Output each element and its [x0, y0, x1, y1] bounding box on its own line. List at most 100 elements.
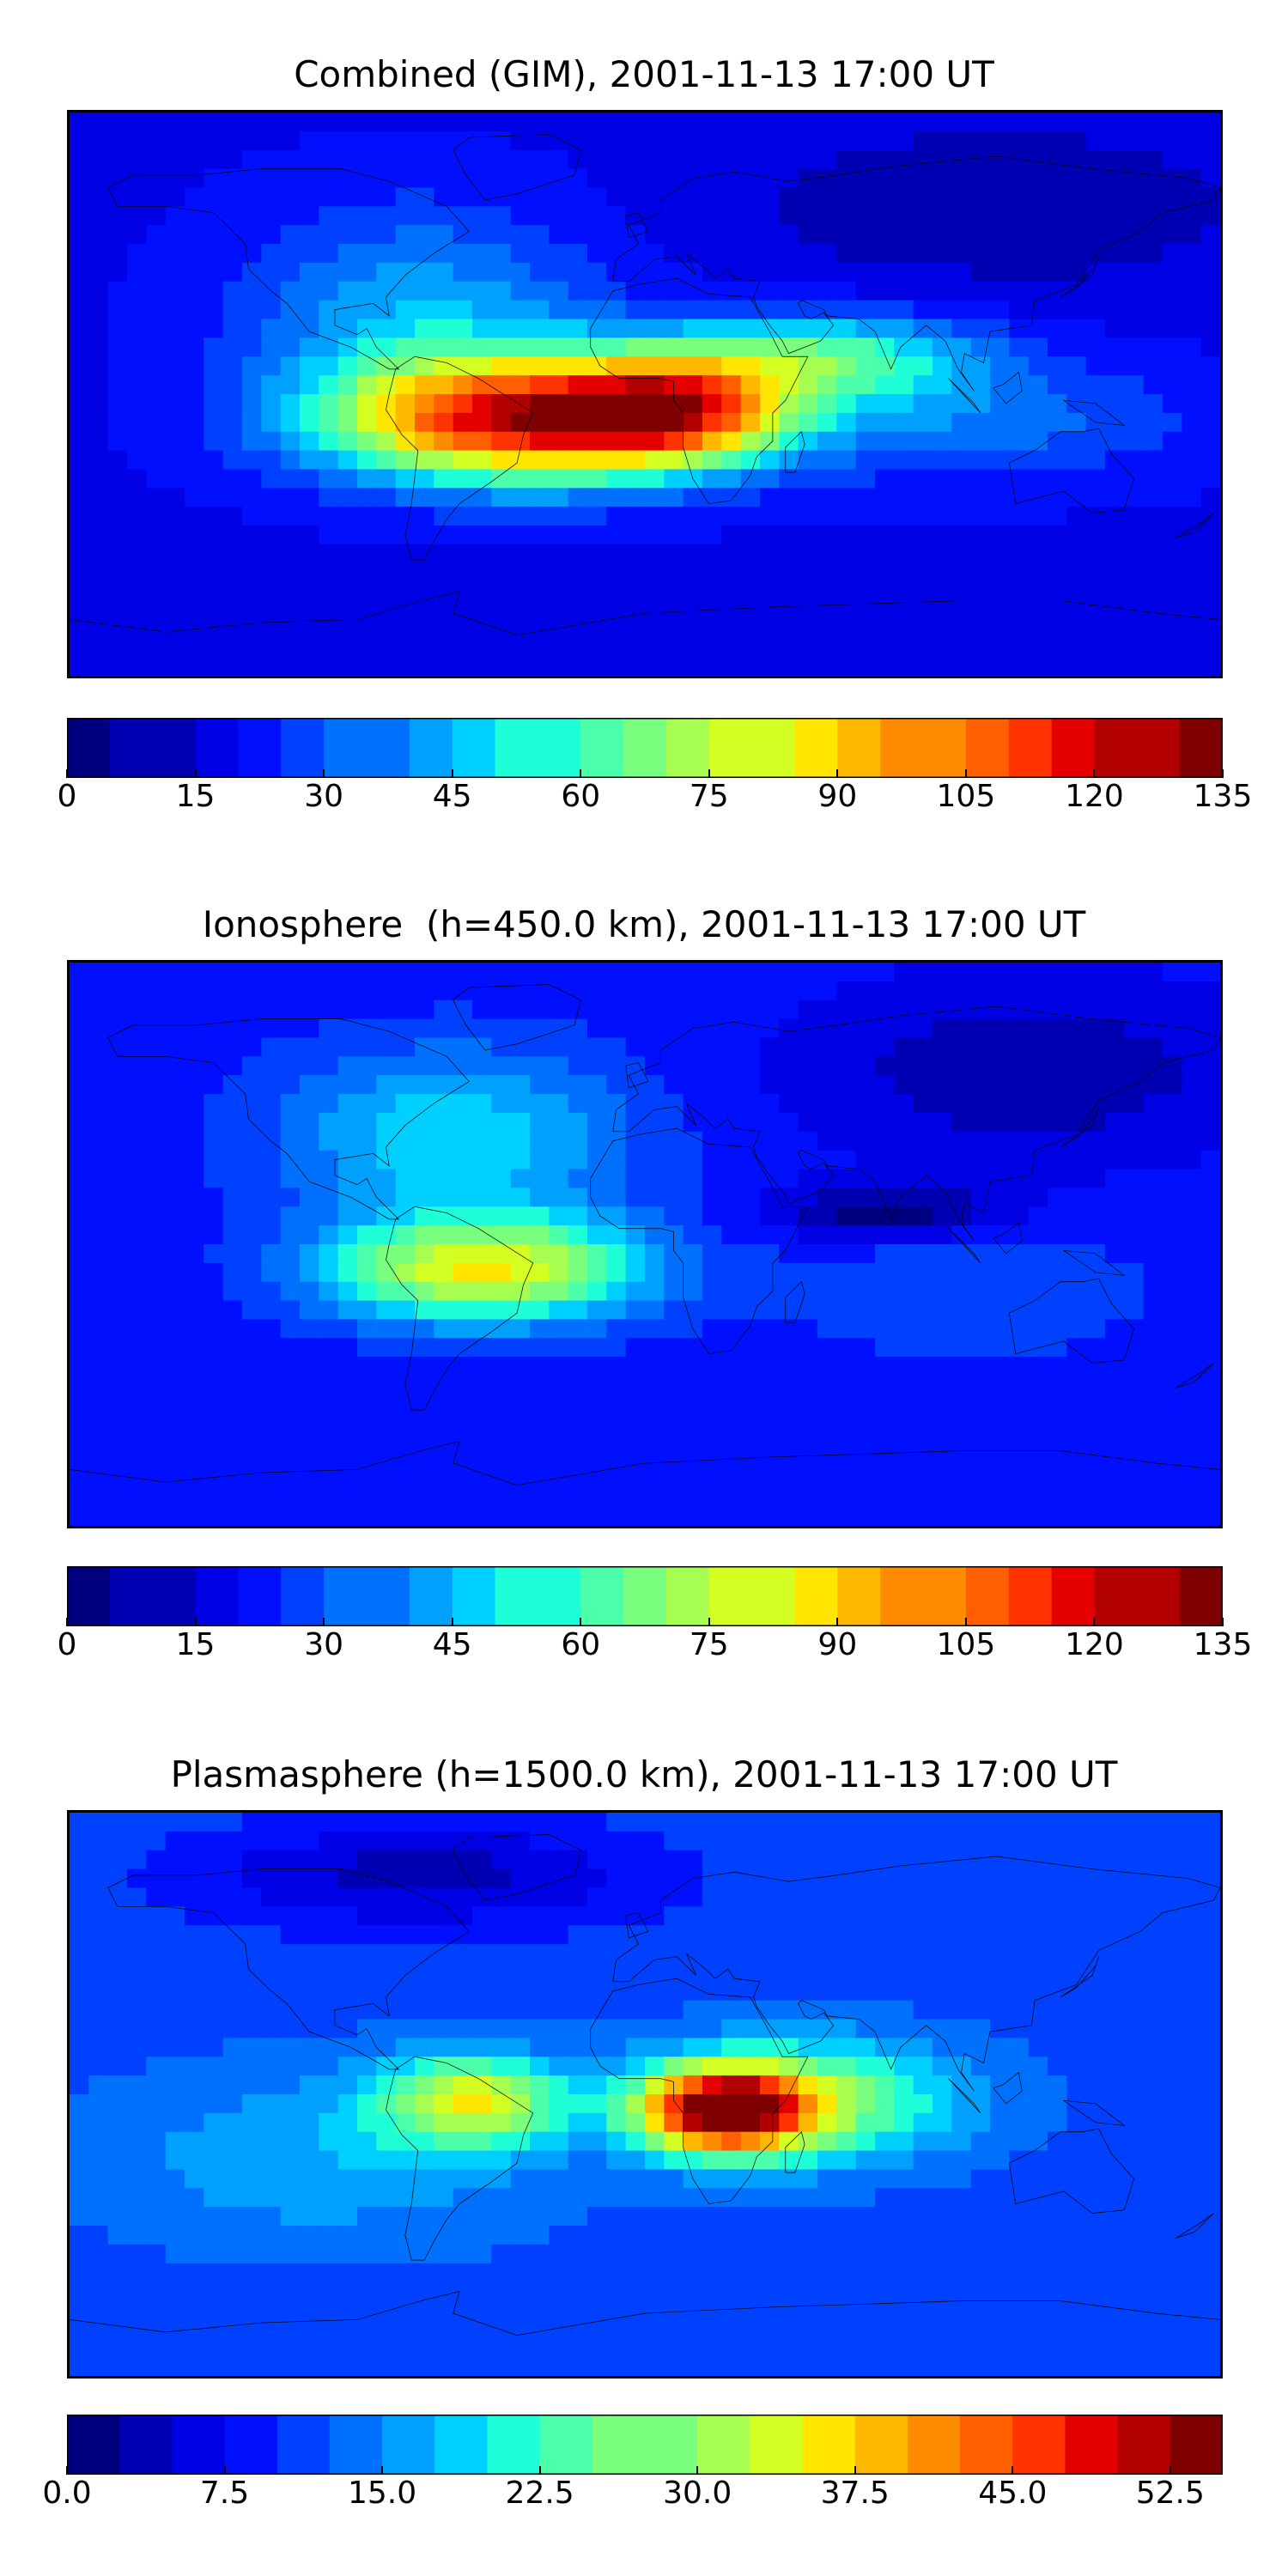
- heatmap-cell: [587, 1018, 608, 1039]
- heatmap-cell: [1182, 963, 1202, 982]
- heatmap-cell: [1085, 1469, 1107, 1490]
- heatmap-cell: [415, 356, 435, 377]
- heatmap-cell: [434, 1450, 454, 1471]
- heatmap-cell: [645, 963, 665, 982]
- heatmap-cell: [568, 2057, 589, 2077]
- heatmap-cell: [683, 1262, 704, 1283]
- heatmap-cell: [779, 131, 799, 151]
- heatmap-cell: [1066, 1244, 1087, 1264]
- heatmap-cell: [970, 149, 992, 170]
- heatmap-cell: [970, 1376, 992, 1396]
- heatmap-cell: [855, 1131, 877, 1151]
- heatmap-cell: [836, 562, 857, 583]
- heatmap-cell: [1009, 1507, 1030, 1526]
- heatmap-cell: [70, 1981, 90, 2002]
- heatmap-cell: [1066, 1850, 1087, 1870]
- heatmap-cell: [165, 544, 186, 564]
- heatmap-cell: [1105, 1868, 1126, 1889]
- heatmap-cell: [204, 562, 224, 583]
- heatmap-cell: [702, 562, 723, 583]
- heatmap-cell: [740, 1169, 762, 1189]
- heatmap-cell: [1200, 1056, 1220, 1077]
- heatmap-cell: [817, 1281, 838, 1302]
- heatmap-cell: [530, 526, 550, 546]
- heatmap-cell: [721, 262, 742, 283]
- heatmap-cell: [1200, 562, 1220, 583]
- heatmap-cell: [1048, 469, 1068, 489]
- heatmap-cell: [683, 619, 704, 640]
- colorbar-swatch: [366, 718, 410, 778]
- heatmap-cell: [645, 1831, 665, 1851]
- heatmap-cell: [894, 1075, 914, 1096]
- heatmap-cell: [760, 168, 781, 189]
- heatmap-cell: [530, 1262, 550, 1283]
- heatmap-cell: [222, 1906, 244, 1927]
- heatmap-cell: [855, 2019, 877, 2039]
- heatmap-cell: [280, 2188, 301, 2208]
- heatmap-cell: [1009, 1394, 1030, 1414]
- heatmap-cell: [261, 375, 282, 396]
- heatmap-cell: [1200, 1244, 1220, 1264]
- heatmap-cell: [817, 469, 838, 489]
- heatmap-cell: [242, 168, 263, 189]
- heatmap-cell: [855, 1112, 877, 1133]
- heatmap-cell: [1066, 2094, 1087, 2114]
- heatmap-cell: [625, 2188, 647, 2208]
- heatmap-cell: [280, 187, 301, 208]
- heatmap-cell: [779, 1962, 799, 1983]
- heatmap-cell: [1066, 581, 1087, 602]
- heatmap-cell: [913, 1262, 934, 1283]
- heatmap-cell: [434, 507, 454, 527]
- heatmap-cell: [1105, 1831, 1126, 1851]
- heatmap-cell: [740, 1431, 762, 1452]
- heatmap-cell: [415, 1244, 435, 1264]
- heatmap-cell: [300, 1094, 320, 1115]
- heatmap-cell: [951, 1131, 972, 1151]
- heatmap-cell: [1066, 300, 1087, 320]
- colorbar-tick-label: 30: [304, 1627, 344, 1662]
- heatmap-cell: [472, 981, 493, 1001]
- heatmap-cell: [1182, 131, 1202, 151]
- heatmap-cell: [1200, 1075, 1220, 1096]
- heatmap-cell: [107, 1225, 129, 1246]
- heatmap-cell: [568, 2019, 589, 2039]
- heatmap-cell: [951, 2188, 972, 2208]
- heatmap-cell: [760, 1488, 781, 1509]
- heatmap-cell: [1085, 431, 1107, 452]
- heatmap-cell: [894, 600, 914, 621]
- heatmap-cell: [875, 1376, 896, 1396]
- heatmap-cell: [319, 981, 339, 1001]
- heatmap-cell: [510, 1413, 532, 1433]
- heatmap-cell: [222, 562, 244, 583]
- heatmap-cell: [530, 657, 550, 676]
- heatmap-cell: [357, 262, 378, 283]
- heatmap-cell: [472, 394, 493, 414]
- heatmap-cell: [913, 2057, 934, 2077]
- heatmap-cell: [587, 619, 608, 640]
- heatmap-cell: [453, 319, 474, 339]
- heatmap-cell: [300, 600, 320, 621]
- heatmap-cell: [1200, 2038, 1220, 2058]
- heatmap-cell: [1028, 375, 1049, 396]
- heatmap-cell: [798, 507, 819, 527]
- heatmap-cell: [645, 1357, 665, 1377]
- heatmap-cell: [913, 412, 934, 433]
- heatmap-cell: [222, 657, 244, 676]
- heatmap-cell: [319, 1018, 339, 1039]
- heatmap-cell: [415, 1831, 435, 1851]
- heatmap-cell: [645, 1394, 665, 1414]
- heatmap-cell: [587, 149, 608, 170]
- heatmap-cell: [913, 1075, 934, 1096]
- heatmap-cell: [779, 1507, 799, 1526]
- heatmap-cell: [894, 206, 914, 227]
- heatmap-cell: [530, 1056, 550, 1077]
- heatmap-cell: [740, 1225, 762, 1246]
- heatmap-cell: [855, 149, 877, 170]
- heatmap-cell: [337, 1018, 359, 1039]
- heatmap-cell: [855, 225, 877, 246]
- heatmap-cell: [1182, 638, 1202, 659]
- heatmap-cell: [204, 1488, 224, 1509]
- heatmap-cell: [510, 1094, 532, 1115]
- heatmap-cell: [376, 112, 397, 132]
- heatmap-cell: [261, 206, 282, 227]
